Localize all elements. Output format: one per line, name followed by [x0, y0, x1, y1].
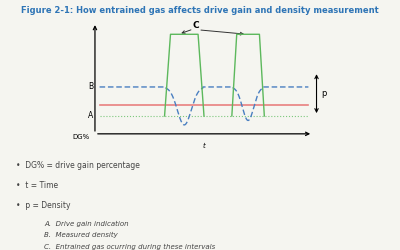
- Text: A: A: [88, 112, 93, 120]
- Text: C.  Entrained gas ocurring during these intervals: C. Entrained gas ocurring during these i…: [44, 244, 215, 250]
- Text: B.  Measured density: B. Measured density: [44, 232, 118, 238]
- Text: •  p = Density: • p = Density: [16, 201, 70, 210]
- Text: C: C: [192, 21, 199, 30]
- Text: p: p: [321, 89, 326, 98]
- Text: t: t: [203, 143, 205, 149]
- Text: B: B: [88, 82, 93, 92]
- Text: •  DG% = drive gain percentage: • DG% = drive gain percentage: [16, 161, 140, 170]
- Text: •  t = Time: • t = Time: [16, 181, 58, 190]
- Text: DG%: DG%: [72, 134, 89, 140]
- Text: Figure 2-1: How entrained gas affects drive gain and density measurement: Figure 2-1: How entrained gas affects dr…: [21, 6, 379, 15]
- Text: A.  Drive gain indication: A. Drive gain indication: [44, 220, 129, 226]
